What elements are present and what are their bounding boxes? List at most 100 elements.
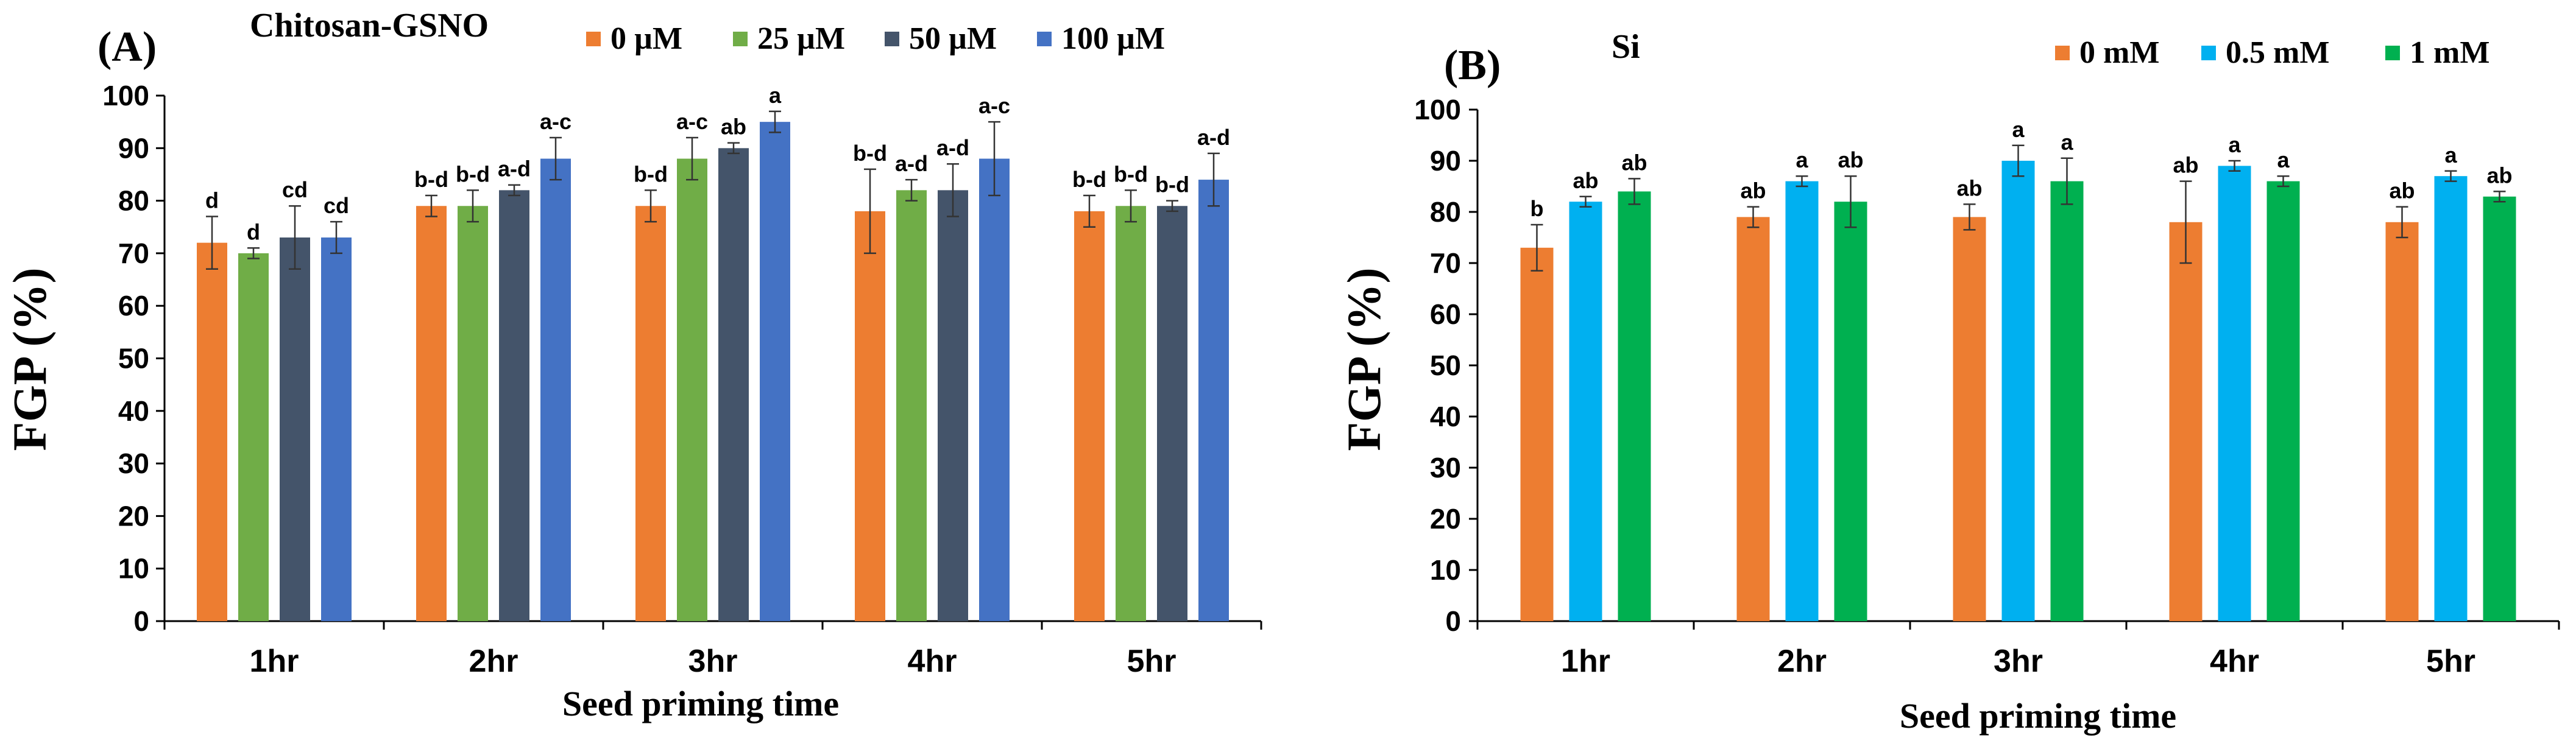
bar [540,158,571,621]
chart-title: Chitosan-GSNO [250,7,489,44]
x-category-label: 2hr [469,644,518,679]
significance-label: a [769,83,782,108]
y-tick-label: 40 [118,395,149,427]
bar [499,190,529,622]
significance-label: b-d [634,161,668,186]
bar [280,237,310,621]
legend-label: 0.5 mM [2226,35,2329,70]
significance-label: b-d [853,141,887,166]
significance-label: a-d [895,151,928,176]
significance-label: a-d [498,156,531,181]
y-tick-label: 0 [133,605,149,637]
significance-label: a-d [936,135,969,160]
bar [896,190,927,622]
significance-label: a-c [540,109,571,134]
significance-label: a [2277,147,2290,172]
bar [979,158,1010,621]
x-category-label: 4hr [2210,644,2259,679]
y-tick-label: 100 [102,80,149,111]
legend-label: 0 mM [2079,35,2159,70]
legend-swatch [2385,46,2400,60]
legend-label: 50 µM [909,21,997,56]
y-tick-label: 100 [1414,94,1461,125]
bar [1569,202,1602,621]
legend-swatch [2055,46,2070,60]
significance-label: b [1530,196,1544,221]
legend-swatch [586,32,601,46]
significance-label: cd [282,177,308,202]
bar [2169,222,2203,621]
y-tick-label: 0 [1445,605,1461,637]
legend-label: 25 µM [757,21,845,56]
bar [2218,166,2251,621]
panel-label: (A) [97,24,157,71]
y-tick-label: 10 [118,553,149,585]
bar [718,148,749,622]
chart-title: Si [1612,28,1640,66]
bar [1953,217,1986,621]
y-tick-label: 50 [1430,350,1461,381]
y-tick-label: 70 [1430,247,1461,279]
bar [1520,247,1554,621]
significance-label: a-d [1197,125,1230,150]
legend-label: 1 mM [2410,35,2489,70]
y-tick-label: 90 [118,132,149,164]
significance-label: b-d [1155,172,1189,197]
y-tick-label: 20 [1430,503,1461,535]
panel-label: (B) [1444,42,1501,89]
legend-label: 100 µM [1061,21,1165,56]
significance-label: ab [2173,153,2198,178]
y-tick-label: 10 [1430,554,1461,586]
bar [2050,181,2084,622]
y-axis-title: FGP (%) [1337,267,1390,451]
bar [321,237,352,621]
bar [1834,202,1867,621]
x-category-label: 1hr [1561,644,1610,679]
significance-label: ab [2389,178,2415,203]
y-tick-label: 50 [118,343,149,374]
bar [458,206,488,622]
bar [1618,191,1651,621]
significance-label: ab [721,114,746,139]
y-tick-label: 80 [1430,196,1461,228]
legend-swatch [885,32,899,46]
significance-label: a [2228,132,2241,157]
legend-swatch [1037,32,1052,46]
bar [2001,161,2035,621]
bar [2434,176,2468,621]
bar [238,253,269,621]
bar [2266,181,2300,622]
significance-label: b-d [1072,167,1106,192]
bar [1736,217,1770,621]
bar [855,211,885,621]
significance-label: a-c [978,93,1010,118]
significance-label: d [205,188,219,213]
y-tick-label: 20 [118,500,149,532]
bar [2385,222,2419,621]
significance-label: a [2444,142,2457,167]
x-category-label: 1hr [250,644,299,679]
y-tick-label: 60 [1430,298,1461,330]
y-tick-label: 30 [118,448,149,479]
bar [1157,206,1187,622]
significance-label: a [1796,147,1808,172]
y-tick-label: 30 [1430,452,1461,484]
bar [1198,180,1229,622]
significance-label: a [2061,130,2073,155]
x-category-label: 3hr [688,644,738,679]
x-category-label: 2hr [1777,644,1827,679]
x-axis-title: Seed priming time [562,684,839,723]
bar [677,158,707,621]
significance-label: cd [324,193,349,218]
y-axis-title: FGP (%) [3,267,56,451]
bar [635,206,666,622]
significance-label: b-d [414,167,448,192]
bar [1116,206,1146,622]
significance-label: a-c [676,109,708,134]
legend-swatch [733,32,748,46]
y-tick-label: 90 [1430,145,1461,177]
significance-label: b-d [1114,161,1148,186]
